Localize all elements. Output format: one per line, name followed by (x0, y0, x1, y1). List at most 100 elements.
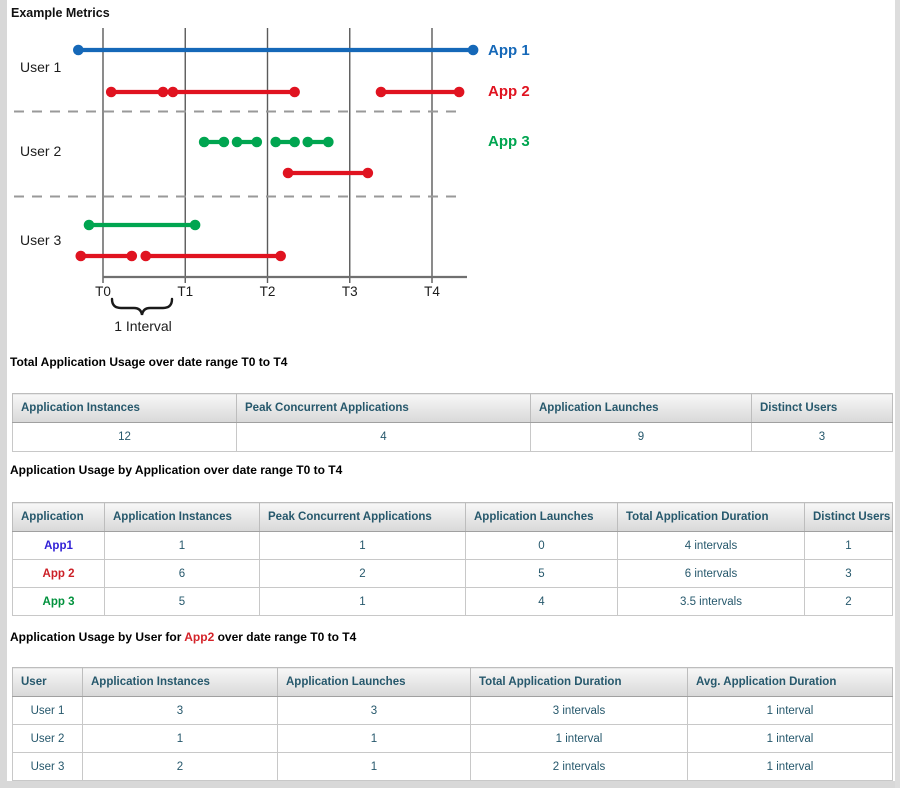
page-left-border (0, 0, 7, 788)
metric-value-cell: 2 intervals (470, 752, 688, 781)
metric-value-cell: 3 (277, 696, 471, 725)
segment-endpoint-dot (189, 219, 201, 231)
metric-value-cell: 1 (82, 724, 278, 753)
segment-endpoint-dot (75, 250, 87, 262)
metric-value-cell: 3 (751, 422, 893, 452)
column-header: User (12, 667, 83, 697)
column-header: Total Application Duration (617, 502, 805, 532)
segment-endpoint-dot (467, 44, 479, 56)
segment-endpoint-dot (275, 250, 286, 262)
column-header: Application Launches (530, 393, 752, 423)
table-row: 12 4 9 3 (12, 422, 893, 452)
app-legend-label: App 3 (488, 133, 530, 150)
by-user-heading-highlight: App2 (184, 630, 215, 644)
section-heading-by-application: Application Usage by Application over da… (10, 463, 343, 477)
segment-endpoint-dot (231, 136, 243, 148)
segment-endpoint-dot (375, 86, 387, 98)
by-user-heading-suffix: over date range T0 to T4 (214, 630, 357, 644)
user-label: User 2 (20, 143, 61, 159)
user-label: User 3 (20, 232, 61, 248)
metric-value-cell: 6 intervals (617, 559, 805, 588)
metric-value-cell: 9 (530, 422, 752, 452)
user-name-cell: User 3 (12, 752, 83, 781)
column-header: Application Launches (277, 667, 471, 697)
metric-value-cell: 4 intervals (617, 531, 805, 560)
metric-value-cell: 3.5 intervals (617, 587, 805, 616)
metric-value-cell: 0 (465, 531, 618, 560)
column-header: Application Instances (104, 502, 260, 532)
column-header: Application (12, 502, 105, 532)
axis-tick-label: T3 (342, 284, 358, 299)
column-header: Total Application Duration (470, 667, 688, 697)
metric-value-cell: 2 (804, 587, 893, 616)
segment-endpoint-dot (323, 136, 334, 148)
table-header-row: User Application Instances Application Lau… (12, 667, 893, 697)
metric-value-cell: 1 (804, 531, 893, 560)
column-header: Distinct Users (804, 502, 893, 532)
page-bottom-border (0, 781, 900, 788)
table-row: App1 1 1 0 4 intervals 1 (12, 531, 893, 560)
metric-value-cell: 6 (104, 559, 260, 588)
section-heading-by-user: Application Usage by User for App2 over … (10, 630, 356, 644)
segment-endpoint-dot (198, 136, 210, 148)
table-header-row: Application Application Instances Peak Con… (12, 502, 893, 532)
metric-value-cell: 2 (82, 752, 278, 781)
timeline-chart: User 1 User 2 User 3 T0 T1 T2 T3 T4 App 1 App 2 Ap… (14, 28, 530, 334)
column-header: Peak Concurrent Applications (259, 502, 466, 532)
segment-endpoint-dot (289, 86, 300, 98)
metric-value-cell: 1 interval (687, 724, 893, 753)
segment-endpoint-dot (83, 219, 95, 231)
axis-tick-label: T2 (260, 284, 276, 299)
user-name-cell: User 2 (12, 724, 83, 753)
metric-value-cell: 4 (465, 587, 618, 616)
column-header: Application Launches (465, 502, 618, 532)
usage-by-user-table: User Application Instances Application Lau… (12, 667, 893, 781)
segment-endpoint-dot (167, 86, 179, 98)
metric-value-cell: 5 (465, 559, 618, 588)
section-heading-total-usage: Total Application Usage over date range … (10, 355, 288, 369)
axis-tick-label: T1 (177, 284, 193, 299)
segment-endpoint-dot (270, 136, 282, 148)
metric-value-cell: 3 (804, 559, 893, 588)
metric-value-cell: 3 intervals (470, 696, 688, 725)
segment-endpoint-dot (218, 136, 230, 148)
metric-value-cell: 3 (82, 696, 278, 725)
metric-value-cell: 2 (259, 559, 466, 588)
segment-endpoint-dot (105, 86, 117, 98)
segment-endpoint-dot (157, 86, 169, 98)
application-name-cell: App 3 (12, 587, 105, 616)
segment-endpoint-dot (453, 86, 465, 98)
metric-value-cell: 12 (12, 422, 237, 452)
interval-label: 1 Interval (114, 318, 172, 334)
axis-tick-label: T0 (95, 284, 111, 299)
user-label: User 1 (20, 59, 61, 75)
segment-endpoint-dot (73, 44, 84, 56)
by-user-heading-prefix: Application Usage by User for (10, 630, 185, 644)
user-name-cell: User 1 (12, 696, 83, 725)
application-name-cell: App1 (12, 531, 105, 560)
column-header: Distinct Users (751, 393, 893, 423)
segment-endpoint-dot (251, 136, 263, 148)
metric-value-cell: 1 (259, 531, 466, 560)
segment-endpoint-dot (126, 250, 138, 262)
segment-endpoint-dot (289, 136, 300, 148)
metric-value-cell: 1 interval (470, 724, 688, 753)
application-name-cell: App 2 (12, 559, 105, 588)
chart-title: Example Metrics (11, 6, 110, 20)
metric-value-cell: 5 (104, 587, 260, 616)
table-header-row: Application Instances Peak Concurrent App… (12, 393, 893, 423)
column-header: Application Instances (82, 667, 278, 697)
column-header: Peak Concurrent Applications (236, 393, 531, 423)
usage-by-application-table: Application Application Instances Peak Con… (12, 502, 893, 616)
segment-endpoint-dot (140, 250, 152, 262)
table-row: App 3 5 1 4 3.5 intervals 2 (12, 587, 893, 616)
page-right-border (895, 0, 900, 788)
metric-value-cell: 1 (277, 752, 471, 781)
metric-value-cell: 1 interval (687, 696, 893, 725)
column-header: Application Instances (12, 393, 237, 423)
